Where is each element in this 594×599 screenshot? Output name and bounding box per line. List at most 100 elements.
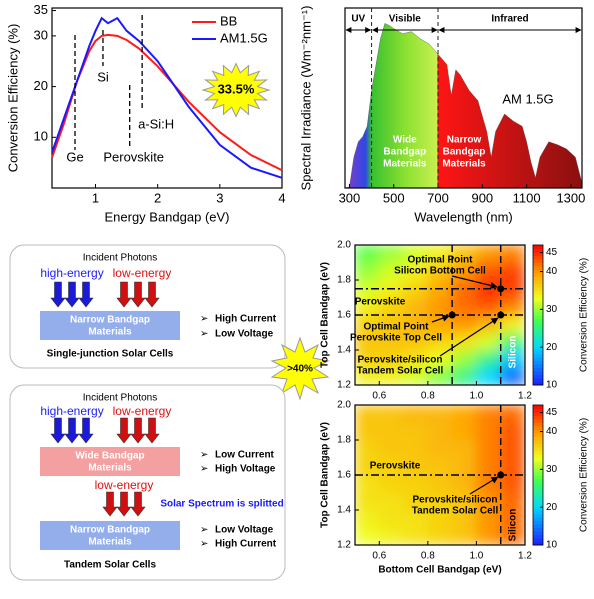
heatmap-cell	[403, 314, 429, 333]
label: low-energy	[113, 404, 172, 418]
annotation: Perovskite/silicon	[357, 355, 442, 366]
badge	[270, 336, 330, 401]
label: low-energy	[113, 266, 172, 280]
colorbar-segment	[533, 297, 543, 302]
x-tick-label: 300	[339, 190, 361, 205]
y-axis-title: Conversion Efficiency (%)	[5, 24, 20, 173]
colorbar-segment	[533, 412, 543, 416]
heatmap-cell	[500, 262, 525, 281]
heatmap-cell	[355, 492, 380, 511]
heatmap-cell	[403, 474, 429, 493]
colorbar-segment	[533, 301, 543, 305]
x-tick-label: 1.0	[469, 391, 483, 402]
heatmap-cell	[378, 349, 405, 368]
arrow	[144, 417, 160, 444]
legend-label: BB	[220, 13, 237, 28]
colorbar-segment	[533, 433, 543, 437]
label: low-energy	[95, 478, 154, 492]
x-tick-label: 1100	[513, 190, 541, 205]
arrow	[50, 281, 66, 308]
badge-label: >40%	[287, 364, 313, 375]
heatmap-cell	[451, 245, 477, 263]
y-tick-label: 1.6	[337, 470, 351, 481]
heatmap-cell	[378, 492, 405, 511]
colorbar-segment	[533, 381, 543, 386]
heatmap-cell	[427, 492, 453, 511]
colorbar-segment	[533, 353, 543, 358]
colorbar-segment	[533, 259, 543, 263]
layer	[40, 521, 180, 550]
label: Incident Photons	[83, 393, 158, 404]
heatmap-cells	[355, 405, 525, 545]
heatmap-cell	[355, 474, 380, 493]
label: Low Voltage	[215, 525, 274, 536]
spectrum-area	[344, 23, 583, 189]
y-tick-label: 20	[34, 78, 48, 93]
colorbar-tick-label: 30	[546, 464, 558, 475]
heatmap-cell	[427, 422, 453, 441]
heatmap-cell	[475, 245, 502, 263]
colorbar-segment	[533, 524, 543, 528]
heatmap-cell	[355, 422, 380, 441]
x-tick-label: 1.0	[469, 551, 483, 562]
heatmap-cell	[403, 297, 429, 316]
heatmap-cell	[451, 367, 477, 385]
heatmap-cell	[427, 262, 453, 281]
reference-label: Perovskite	[103, 149, 164, 164]
colorbar-segment	[533, 492, 543, 497]
heatmap-cell	[403, 509, 429, 528]
x-tick-label: 0.6	[372, 391, 386, 402]
colorbar-segment	[533, 520, 543, 525]
caption: Single-junction Solar Cells	[47, 349, 174, 360]
bullet: ➢	[200, 450, 208, 461]
heatmap-cell	[355, 367, 380, 385]
x-tick-label: 500	[383, 190, 405, 205]
colorbar-segment	[533, 346, 543, 351]
heatmap-cell	[355, 439, 380, 458]
heatmap-cell	[500, 245, 525, 263]
colorbar-segment	[533, 290, 543, 295]
annotation-arrow	[469, 476, 499, 495]
heatmap-cells	[355, 245, 525, 385]
arrow	[130, 281, 146, 308]
region-label: UV	[351, 14, 365, 25]
colorbar-segment	[533, 287, 543, 291]
heatmap-cell	[427, 405, 453, 423]
x-axis-title: Wavelength (nm)	[414, 209, 513, 224]
heatmap-cell	[378, 405, 405, 423]
layer	[40, 311, 180, 340]
heatmap-cell	[500, 422, 525, 441]
heatmap-cell	[475, 262, 502, 281]
y-tick-label: 30	[34, 27, 48, 42]
colorbar-segment	[533, 496, 543, 500]
heatmap-cell	[355, 297, 380, 316]
heatmap-cell	[378, 422, 405, 441]
colorbar-segment	[533, 308, 543, 312]
heatmap-cell	[475, 332, 502, 351]
x-tick-label: 1300	[556, 190, 585, 205]
series-line	[51, 16, 283, 179]
colorbar-segment	[533, 510, 543, 514]
arrow	[130, 417, 146, 444]
bullet: ➢	[200, 464, 208, 475]
region-label: Visible	[389, 14, 421, 25]
heatmap-cell	[451, 474, 477, 493]
point	[497, 311, 505, 319]
colorbar-segment	[533, 266, 543, 270]
heatmap-cell	[451, 527, 477, 545]
heatmap-cell	[451, 509, 477, 528]
heatmap-cell	[427, 439, 453, 458]
y-tick-label: 1.2	[337, 540, 351, 551]
colorbar-segment	[533, 468, 543, 472]
heatmap-cell	[451, 422, 477, 441]
starburst	[201, 62, 271, 118]
heatmap-cell	[427, 297, 453, 316]
colorbar-segment	[533, 273, 543, 277]
annotation: Materials	[383, 159, 427, 170]
heatmap-cell	[475, 349, 502, 368]
heatmap-cell	[403, 349, 429, 368]
arrow	[64, 281, 80, 308]
bullet: ➢	[200, 314, 208, 325]
heatmap-cell	[475, 367, 502, 385]
